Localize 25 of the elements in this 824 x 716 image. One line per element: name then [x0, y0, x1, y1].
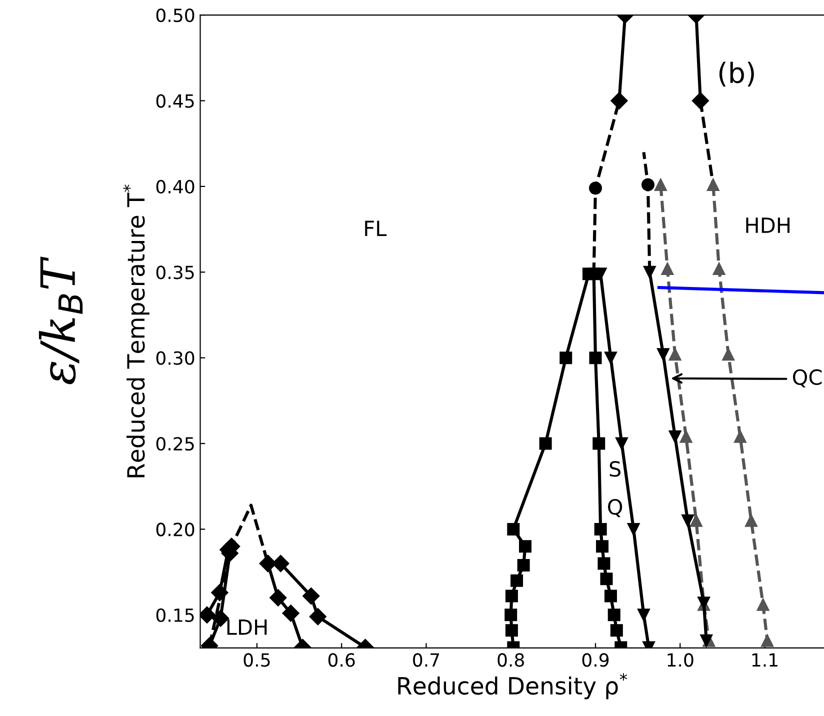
annotation: FL	[365, 220, 387, 236]
y-tick-label: 0.50	[156, 8, 194, 22]
x-tick-label: 0.7	[413, 653, 440, 667]
annotation: QC	[792, 369, 822, 388]
y-tick-label: 0.20	[156, 522, 194, 536]
annotation: LDH	[227, 620, 267, 635]
x-tick-label: 0.5	[244, 653, 270, 667]
x-axis-title: Reduced Density ρ$^{*}$	[398, 673, 628, 700]
annotation: S	[610, 461, 620, 477]
y-axis-title: Reduced Temperature T$^{*}$	[123, 184, 150, 478]
x-tick-label: 0.8	[498, 653, 524, 667]
annotation: HDH	[746, 218, 790, 233]
x-tick-label: 0.6	[328, 653, 355, 667]
text: ε/k$_{B}$T	[38, 256, 83, 384]
x-tick-label: 1.1	[752, 653, 778, 667]
annotation: (b)	[719, 62, 754, 86]
y-tick-label: 0.15	[156, 608, 194, 622]
y-tick-label: 0.45	[156, 94, 194, 108]
y-tick-label: 0.25	[156, 436, 194, 451]
x-tick-label: 1.0	[668, 653, 694, 667]
x-tick-label: 0.9	[582, 653, 609, 667]
annotation: Q	[608, 499, 622, 518]
y-tick-label: 0.40	[156, 180, 194, 194]
y-tick-label: 0.30	[156, 351, 194, 365]
y-tick-label: 0.35	[156, 266, 194, 280]
